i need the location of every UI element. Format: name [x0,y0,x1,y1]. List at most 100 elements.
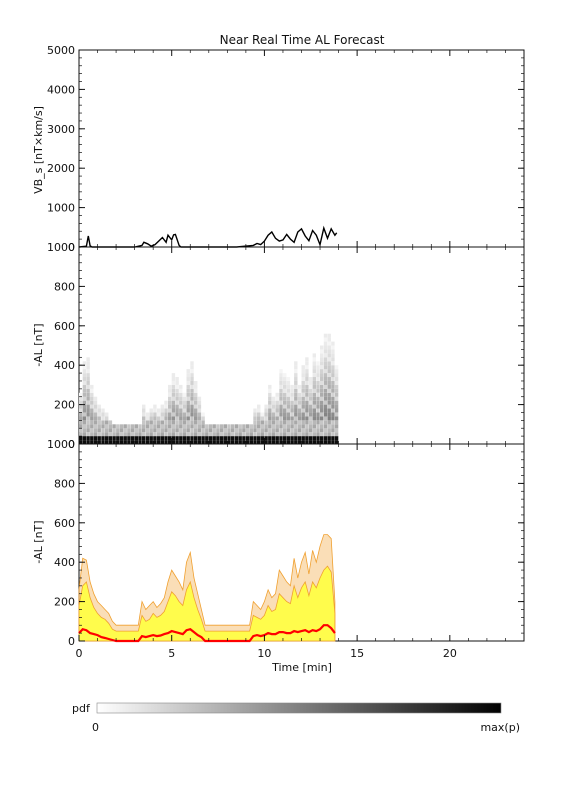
pdf-cell [294,377,298,381]
pdf-cell [301,440,305,445]
pdf-cell [323,384,328,389]
pdf-cell [312,416,317,421]
pdf-cell [279,408,283,413]
pdf-cell [90,416,94,421]
pdf-cell [320,345,324,350]
pdf-cell [334,384,339,389]
pdf-cell [164,424,168,429]
pdf-cell [201,424,205,429]
pdf-cell [201,412,205,417]
pdf-cell [327,416,331,421]
pdf-cell [260,440,265,445]
pdf-cell [149,424,153,429]
pdf-cell [279,416,283,421]
pdf-cell [297,440,302,445]
pdf-cell [320,404,324,409]
pdf-cell [334,400,339,405]
pdf-cell [301,436,305,441]
pdf-cell [290,404,294,409]
pdf-cell [297,436,302,441]
pdf-cell [179,424,183,429]
pdf-cell [334,408,339,413]
pdf-cell [79,424,83,429]
pdf-cell [86,424,90,429]
pdf-cell [275,420,279,425]
pdf-cell [182,400,187,405]
pdf-cell [97,428,101,433]
pdf-cell [149,412,153,417]
pdf-cell [190,400,194,405]
pdf-cell [108,428,113,433]
pdf-cell [194,381,198,385]
pdf-cell [156,436,161,441]
pdf-cell [190,404,194,409]
pdf-cell [190,361,194,366]
pdf-cell [182,420,187,425]
pdf-cell [305,388,309,393]
pdf-cell [142,428,146,433]
pdf-cell [186,381,190,385]
pdf-cell [223,440,228,445]
pdf-cell [316,412,320,417]
pdf-cell [142,420,146,425]
pdf-cell [186,400,190,405]
pdf-cell [142,404,146,409]
pdf-cell [297,424,302,429]
pdf-cell [316,428,320,433]
y-tick-label: 0 [68,241,75,254]
pdf-cell [297,392,302,397]
pdf-cell [290,440,294,445]
pdf-cell [323,388,328,393]
pdf-cell [268,392,272,397]
pdf-cell [323,349,328,354]
pdf-cell [194,436,198,441]
pdf-cell [320,369,324,374]
pdf-cell [186,392,190,397]
panel-al-pdf: 0 200 400 600 800 1000 -AL [nT] [32,241,525,451]
pdf-cell [194,396,198,401]
pdf-cell [320,392,324,397]
pdf-cell [253,440,257,445]
pdf-cell [334,428,339,433]
pdf-cell [301,392,305,397]
pdf-cell [112,440,116,445]
pdf-cell [90,440,94,445]
pdf-cell [283,384,287,389]
pdf-cell [271,400,276,405]
pdf-cell [82,400,87,405]
pdf-cell [334,388,339,393]
pdf-cell [327,424,331,429]
pdf-cell [90,436,94,441]
pdf-cell [182,404,187,409]
pdf-cell [323,408,328,413]
pdf-cell [219,428,224,433]
pdf-cell [79,420,83,425]
pdf-cell [197,424,202,429]
pdf-cell [227,428,231,433]
pdf-cell [142,432,146,437]
pdf-cell [331,341,335,346]
pdf-cell [283,408,287,413]
pdf-cell [294,404,298,409]
pdf-cell [90,400,94,405]
pdf-cell [171,428,176,433]
pdf-cell [127,440,131,445]
pdf-cell [312,412,317,417]
pdf-cell [194,428,198,433]
pdf-cell [171,416,176,421]
pdf-cell [260,428,265,433]
pdf-cell [127,432,131,437]
pdf-cell [308,392,313,397]
pdf-cell [105,436,109,441]
pdf-cell [327,428,331,433]
pdf-cell [175,412,179,417]
pdf-cell [279,404,283,409]
pdf-cell [327,345,331,350]
pdf-cell [101,428,105,433]
pdf-cell [320,412,324,417]
pdf-cell [123,428,127,433]
pdf-cell [138,432,142,437]
pdf-cell [249,428,254,433]
y-tick-label: 1000 [47,202,75,215]
pdf-cell [327,377,331,381]
